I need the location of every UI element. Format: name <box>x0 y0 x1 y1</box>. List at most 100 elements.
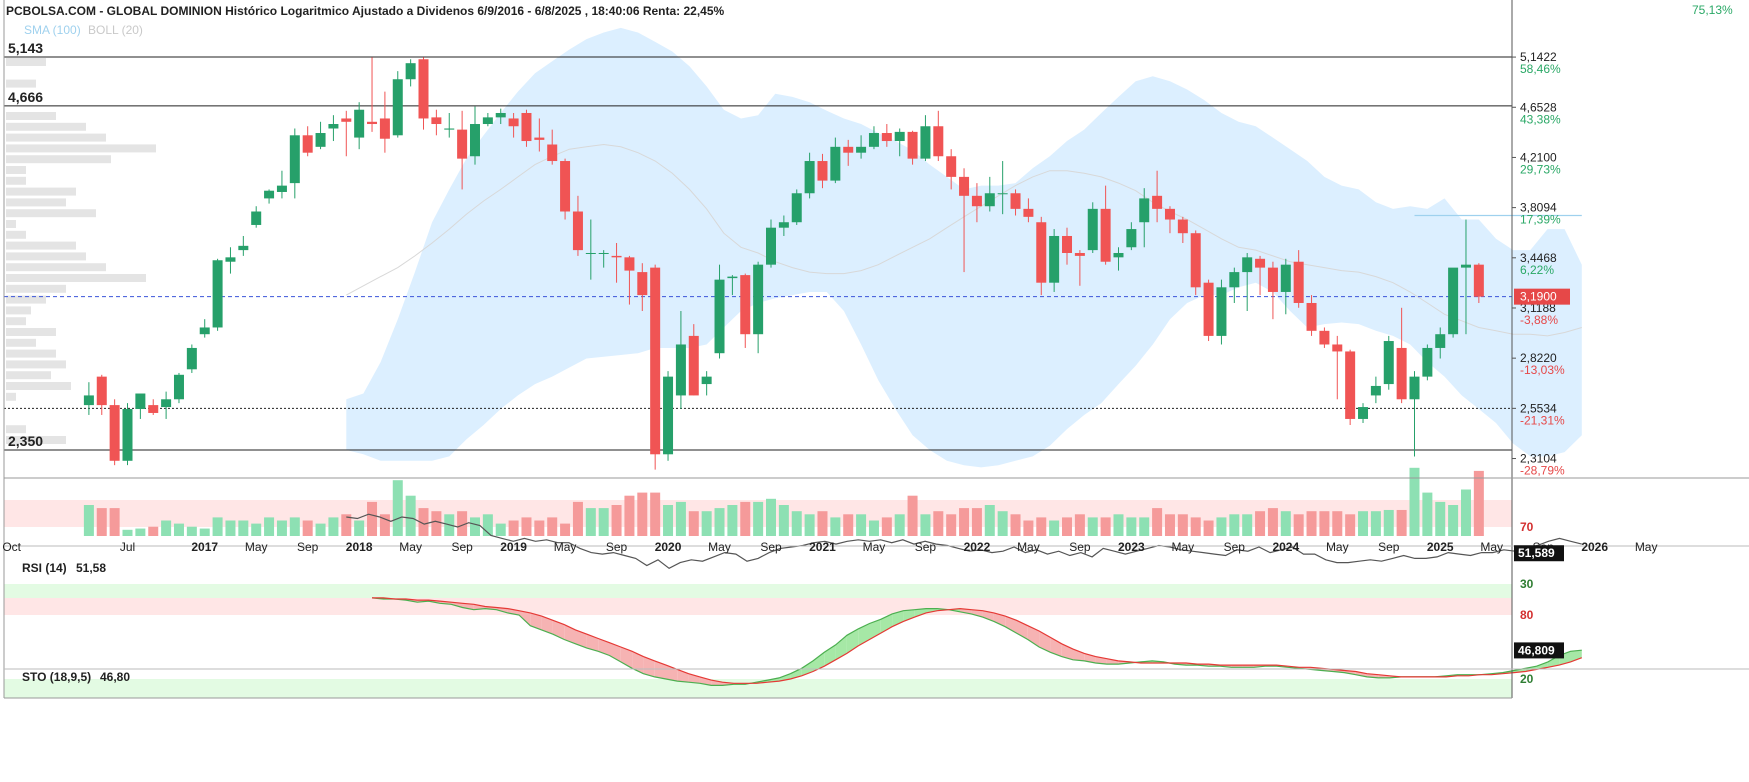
volume-bar <box>920 514 931 536</box>
volume-bar <box>1422 492 1433 536</box>
rsi-value-label: 51,58 <box>76 561 106 575</box>
candle-body <box>1203 282 1214 336</box>
candle-body <box>289 135 300 184</box>
percent-tick-label: -21,31% <box>1520 413 1565 427</box>
candle-body <box>457 129 468 159</box>
volume-bar <box>727 505 738 536</box>
volume-profile-bar <box>6 382 71 390</box>
price-tick-label: 2,8220 <box>1520 351 1557 365</box>
volume-profile-bar <box>6 392 16 401</box>
volume-bar <box>1164 514 1175 536</box>
volume-profile <box>6 58 156 444</box>
sto-fill <box>575 629 587 649</box>
sto-fill <box>1005 616 1017 634</box>
sto-fill <box>519 610 531 626</box>
volume-bar <box>766 498 776 536</box>
candle-body <box>663 376 674 455</box>
volume-bar <box>1358 511 1369 536</box>
volume-bars <box>83 467 1484 536</box>
candle-body <box>148 405 159 413</box>
candle-body <box>727 276 738 279</box>
price-levels: 5,143 4,666 2,350 <box>4 40 1512 451</box>
candle-body <box>1319 330 1330 345</box>
sto-fill <box>1355 671 1367 677</box>
volume-bar <box>251 523 262 536</box>
volume-bar <box>212 517 223 536</box>
candle-body <box>611 255 622 258</box>
candle-body <box>1255 258 1266 268</box>
rsi-line <box>346 513 1582 570</box>
volume-bar <box>868 520 879 536</box>
volume-bar <box>547 517 558 536</box>
rsi-oversold-label: 30 <box>1520 577 1534 591</box>
volume-bar <box>328 517 339 536</box>
candle-body <box>418 59 429 119</box>
sto-fill <box>654 660 666 679</box>
candles <box>83 57 1484 470</box>
volume-bar <box>1370 511 1381 536</box>
percent-tick-label: 17,39% <box>1520 213 1561 227</box>
x-tick-label: 2026 <box>1581 540 1608 554</box>
x-tick-label: May <box>1480 540 1503 554</box>
x-tick-label: May <box>1326 540 1349 554</box>
x-tick-label: May <box>245 540 268 554</box>
candle-body <box>1345 351 1356 419</box>
volume-bar <box>753 501 764 536</box>
candle-body <box>328 124 339 129</box>
candle-body <box>135 393 146 410</box>
volume-bar <box>1460 489 1471 536</box>
candle-body <box>1049 235 1060 283</box>
volume-bar <box>521 517 532 536</box>
candle-body <box>1409 376 1420 400</box>
volume-bar <box>1087 517 1098 536</box>
volume-bar <box>572 501 583 536</box>
candle-body <box>186 347 197 370</box>
volume-profile-bar <box>6 166 26 174</box>
candle-body <box>572 211 583 251</box>
candle-body <box>276 185 287 192</box>
x-tick-label: Sep <box>297 540 319 554</box>
x-tick-label: May <box>708 540 731 554</box>
volume-bar <box>1306 511 1317 536</box>
volume-bar <box>791 511 802 536</box>
volume-bar <box>1332 511 1343 536</box>
volume-bar <box>843 514 854 536</box>
volume-profile-bar <box>6 328 56 336</box>
volume-profile-bar <box>6 436 66 444</box>
candle-body <box>444 128 455 130</box>
candle-body <box>766 227 776 265</box>
volume-bar <box>148 526 159 536</box>
volume-bar <box>1267 508 1278 536</box>
candle-body <box>881 133 892 142</box>
volume-bar <box>405 495 416 536</box>
volume-bar <box>830 517 841 536</box>
volume-bar <box>997 511 1008 536</box>
percent-tick-label: -13,03% <box>1520 363 1565 377</box>
volume-bar <box>289 517 300 536</box>
candle-body <box>1370 385 1381 396</box>
candle-body <box>1010 193 1021 209</box>
x-tick-label: 2020 <box>655 540 682 554</box>
volume-profile-bar <box>6 176 26 185</box>
level-label: 4,666 <box>8 89 43 105</box>
sto-value-label: 46,80 <box>100 670 130 684</box>
candle-body <box>534 137 545 140</box>
volume-bar <box>650 492 661 536</box>
sto-overbought-zone <box>4 598 1512 615</box>
candle-body <box>1023 208 1034 217</box>
candle-body <box>1448 267 1459 335</box>
volume-bar <box>585 508 596 536</box>
candle-body <box>482 117 493 125</box>
candle-body <box>804 161 815 194</box>
candle-body <box>1267 267 1278 292</box>
percent-tick-label: -28,79% <box>1520 464 1565 478</box>
sto-oversold-zone <box>4 679 1512 698</box>
volume-profile-bar <box>6 371 51 380</box>
current-price-badge <box>1514 288 1570 305</box>
volume-bar <box>933 511 944 536</box>
top-pct-label: 75,13% <box>1692 3 1733 17</box>
sto-fill <box>971 609 983 618</box>
volume-profile-bar <box>6 360 66 369</box>
volume-bar <box>109 508 120 536</box>
